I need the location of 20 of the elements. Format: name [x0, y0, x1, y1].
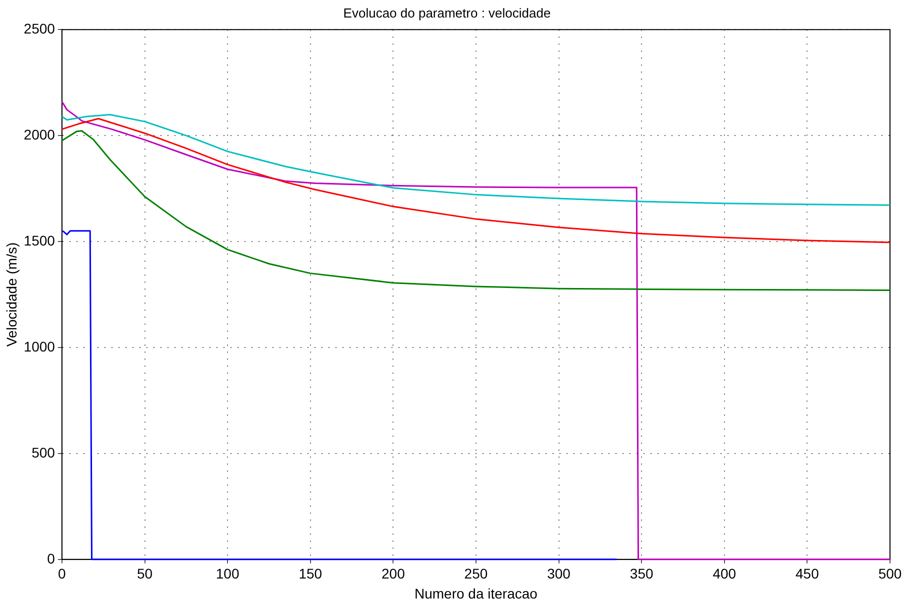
y-tick-label: 0	[47, 550, 56, 566]
y-tick-label: 1500	[24, 232, 56, 248]
x-tick-label: 350	[630, 566, 654, 582]
y-axis-title: Velocidade (m/s)	[3, 242, 20, 347]
y-tick-label: 2000	[24, 126, 56, 142]
y-tick-label: 500	[32, 444, 56, 460]
x-tick-label: 100	[216, 566, 240, 582]
chart-title: Evolucao do parametro : velocidade	[343, 5, 551, 20]
x-tick-label: 450	[796, 566, 820, 582]
x-tick-label: 0	[58, 566, 66, 582]
x-tick-label: 250	[464, 566, 488, 582]
x-tick-label: 400	[712, 566, 736, 582]
x-tick-label: 50	[136, 566, 153, 582]
x-tick-label: 500	[878, 566, 902, 582]
y-tick-label: 1000	[24, 338, 56, 354]
x-tick-label: 150	[298, 566, 322, 582]
y-tick-label: 2500	[24, 20, 56, 36]
x-tick-label: 200	[381, 566, 406, 582]
x-axis-title: Numero da iteracao	[414, 585, 538, 602]
x-tick-label: 300	[547, 566, 571, 582]
